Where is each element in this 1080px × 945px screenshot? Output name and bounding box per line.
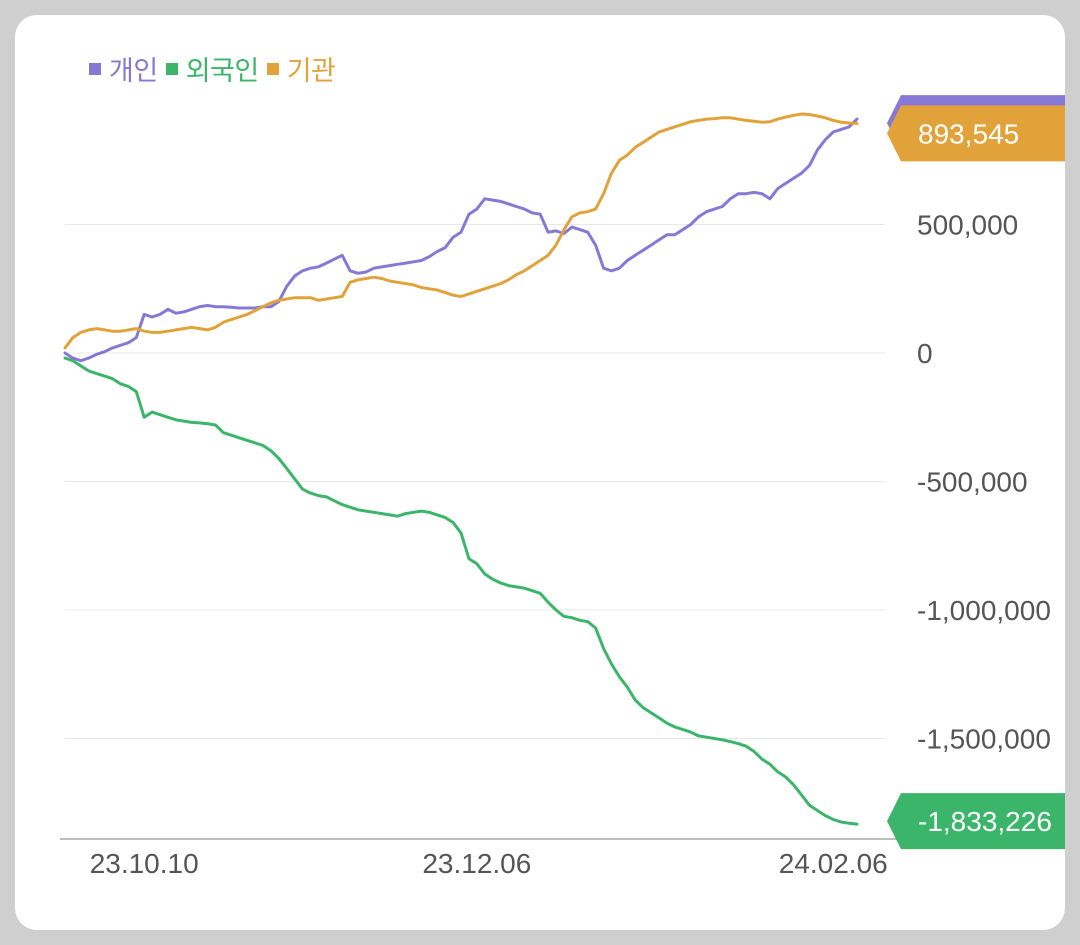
legend-label-institution: 기관 [286, 56, 336, 87]
chart-card: 개인 외국인 기관 500,000 0 -500,000 -1,000,000 -1,5… [15, 15, 1065, 930]
legend-item-institution[interactable]: 기관 [266, 49, 336, 88]
end-badge-institution [887, 105, 1065, 162]
end-badge-label-foreign: -1,833,226 [918, 806, 1052, 837]
y-tick-label-1: 0 [917, 338, 933, 369]
legend-item-individual[interactable]: 개인 [89, 49, 158, 88]
x-tick-label-2: 24.02.06 [779, 848, 888, 879]
x-tick-label-1: 23.12.06 [422, 848, 531, 879]
y-tick-label-0: 500,000 [917, 210, 1018, 241]
y-tick-label-2: -500,000 [917, 467, 1028, 498]
end-badge-foreign [887, 793, 1065, 850]
series-line-individual [63, 117, 859, 363]
legend-label-foreign: 외국인 [185, 56, 260, 87]
series-line-foreign [63, 356, 859, 826]
legend-label-individual: 개인 [109, 56, 158, 87]
x-tick-label-0: 23.10.10 [90, 848, 199, 879]
line-chart: 500,000 0 -500,000 -1,000,000 -1,500,000 23.1… [60, 95, 1065, 879]
y-tick-label-4: -1,500,000 [917, 724, 1051, 755]
legend-item-foreign[interactable]: 외국인 [165, 49, 260, 88]
legend-swatch-foreign [165, 62, 178, 75]
end-badge-label-institution: 893,545 [918, 118, 1019, 149]
legend-swatch-institution [266, 62, 279, 75]
y-tick-label-3: -1,000,000 [917, 595, 1051, 626]
chart-legend: 개인 외국인 기관 [89, 49, 339, 88]
legend-swatch-individual [89, 62, 101, 75]
series-line-institution [63, 112, 859, 350]
